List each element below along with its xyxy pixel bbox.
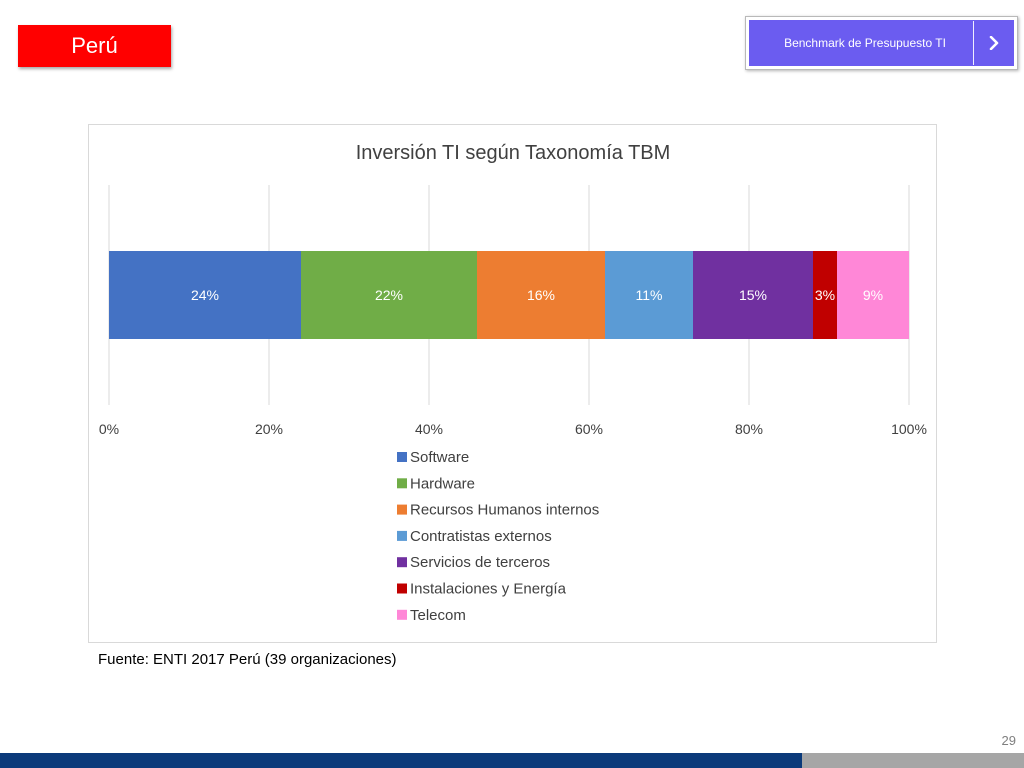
x-tick-label: 60% <box>575 421 603 437</box>
legend-label: Instalaciones y Energía <box>410 581 567 598</box>
legend-label: Recursos Humanos internos <box>410 502 599 519</box>
legend-label: Servicios de terceros <box>410 554 550 571</box>
country-label: Perú <box>71 33 118 58</box>
chart-title: Inversión TI según Taxonomía TBM <box>356 142 671 164</box>
footer-bar-grey <box>802 753 1024 768</box>
data-label: 24% <box>191 287 219 303</box>
legend-swatch <box>397 557 407 568</box>
legend: Software Hardware Recursos Humanos interno… <box>397 449 599 624</box>
bar-segment <box>813 251 837 339</box>
legend-swatch <box>397 504 407 515</box>
data-label: 15% <box>739 287 767 303</box>
nav-button-face[interactable]: Benchmark de Presupuesto TI <box>749 20 1014 66</box>
bar-segment <box>693 251 813 339</box>
bar-segment <box>109 251 301 339</box>
benchmark-nav-button[interactable]: Benchmark de Presupuesto TI <box>745 16 1018 70</box>
chart-frame: 24% 22% 16% 11% 15% 3% 9% 0% 20% 40% 60% 80% 100% S… <box>88 124 937 643</box>
legend-swatch <box>397 530 407 541</box>
data-label: 9% <box>863 287 883 303</box>
data-label: 16% <box>527 287 555 303</box>
bar-segment <box>605 251 693 339</box>
x-axis-ticks: 0% 20% 40% 60% 80% 100% <box>99 421 927 437</box>
stacked-bar-chart: 24% 22% 16% 11% 15% 3% 9% 0% 20% 40% 60% 80% 100% S… <box>99 142 927 624</box>
x-tick-label: 20% <box>255 421 283 437</box>
country-tag: Perú <box>18 25 171 67</box>
x-tick-label: 100% <box>891 421 927 437</box>
bar-segment <box>837 251 909 339</box>
legend-swatch <box>397 583 407 594</box>
footer-bar-blue <box>0 753 802 768</box>
legend-label: Hardware <box>410 475 475 492</box>
nav-button-label: Benchmark de Presupuesto TI <box>784 36 946 50</box>
legend-swatch <box>397 452 407 462</box>
legend-label: Telecom <box>410 607 466 624</box>
bar-segment <box>301 251 477 339</box>
source-note: Fuente: ENTI 2017 Perú (39 organizacione… <box>98 651 397 668</box>
x-tick-label: 40% <box>415 421 443 437</box>
bar-segment <box>477 251 605 339</box>
page-number: 29 <box>1001 733 1016 748</box>
bar-segments: 24% 22% 16% 11% 15% 3% 9% <box>109 251 909 339</box>
legend-swatch <box>397 478 407 489</box>
chevron-right-icon[interactable] <box>974 36 1014 50</box>
x-tick-label: 0% <box>99 421 119 437</box>
legend-label: Software <box>410 449 469 466</box>
x-tick-label: 80% <box>735 421 763 437</box>
nav-button-divider <box>973 21 974 65</box>
legend-swatch <box>397 609 407 620</box>
data-label: 22% <box>375 287 403 303</box>
data-label: 11% <box>636 287 663 303</box>
data-label: 3% <box>815 287 835 303</box>
legend-label: Contratistas externos <box>410 528 552 545</box>
